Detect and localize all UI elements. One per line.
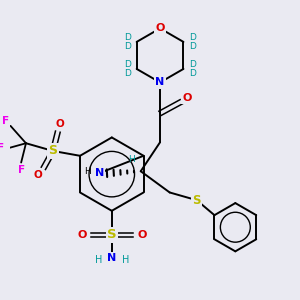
Text: F: F <box>0 143 4 153</box>
Text: H: H <box>94 255 102 265</box>
Text: F: F <box>18 165 25 175</box>
Text: D: D <box>124 69 131 78</box>
Text: S: S <box>49 145 58 158</box>
Text: D: D <box>124 42 131 51</box>
Text: N: N <box>155 77 165 87</box>
Text: D: D <box>189 69 196 78</box>
Text: F: F <box>2 116 9 126</box>
Text: O: O <box>77 230 87 240</box>
Text: D: D <box>189 33 196 42</box>
Text: H: H <box>122 255 129 265</box>
Text: H: H <box>84 167 91 176</box>
Text: D: D <box>124 33 131 42</box>
Text: S: S <box>193 194 201 207</box>
Text: O: O <box>155 23 165 33</box>
Text: O: O <box>33 170 42 180</box>
Text: D: D <box>124 60 131 69</box>
Text: O: O <box>182 93 192 103</box>
Text: N: N <box>94 168 104 178</box>
Text: O: O <box>137 230 146 240</box>
Text: S: S <box>107 228 117 242</box>
Text: D: D <box>189 60 196 69</box>
Text: H: H <box>128 155 134 164</box>
Text: N: N <box>107 253 116 263</box>
Text: O: O <box>56 119 64 129</box>
Text: D: D <box>189 42 196 51</box>
